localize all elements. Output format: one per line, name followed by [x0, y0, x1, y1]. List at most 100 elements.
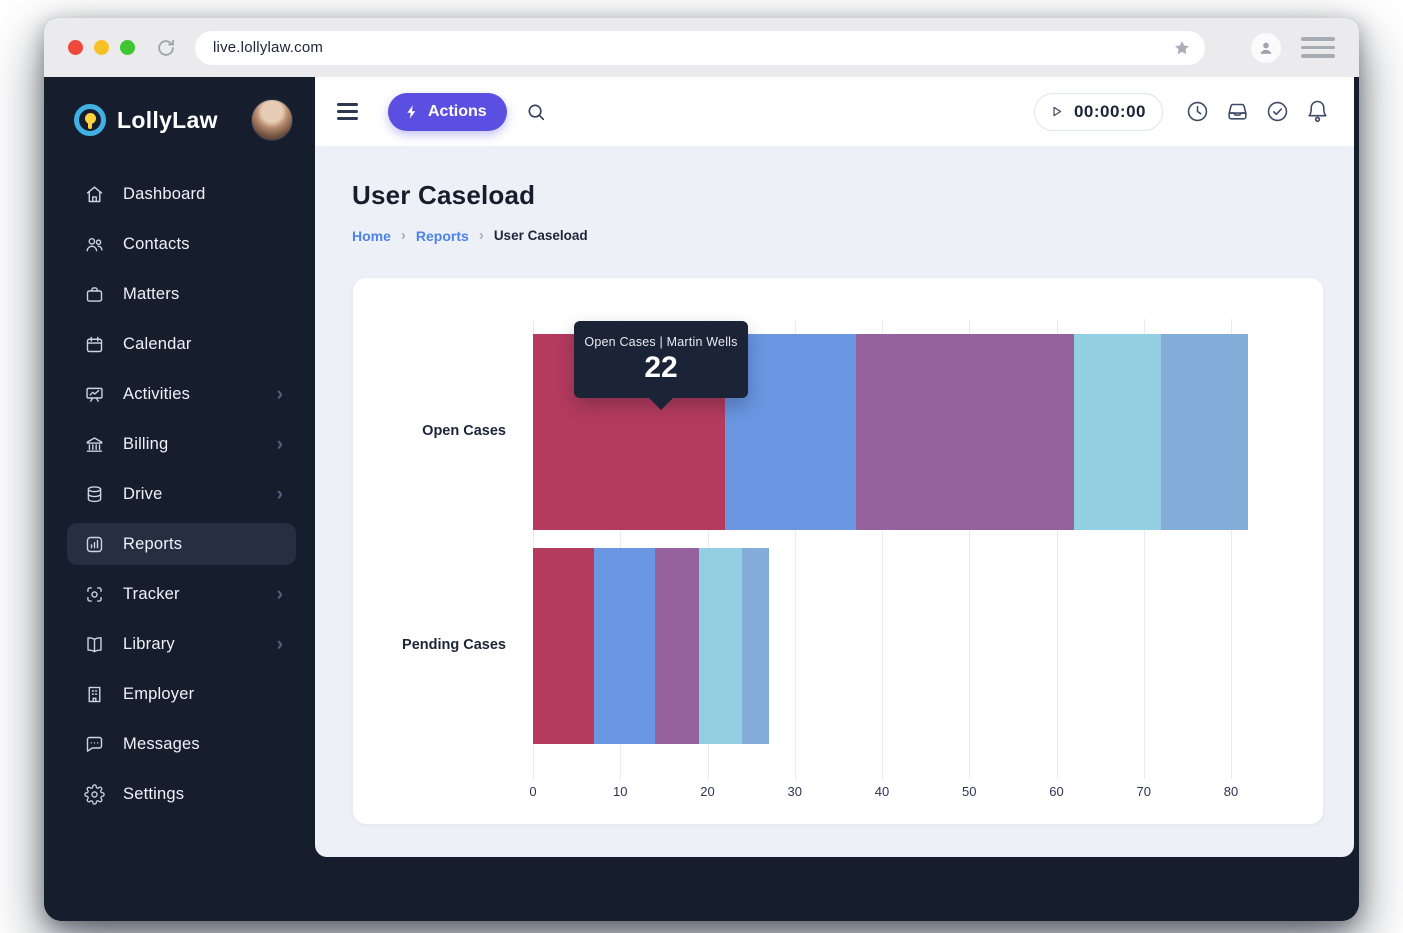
tooltip-title: Open Cases | Martin Wells: [584, 335, 738, 349]
bar-segment[interactable]: [698, 548, 743, 744]
user-avatar[interactable]: [251, 99, 293, 141]
app-shell: LollyLaw Dashboard Contacts Matters: [44, 77, 1359, 921]
main-area: Actions 00:00:00: [315, 77, 1354, 921]
chevron-right-icon: ›: [276, 483, 283, 505]
sidebar-item-reports[interactable]: Reports: [67, 523, 296, 565]
bar-segment[interactable]: [742, 548, 769, 744]
topbar-icons: [1185, 99, 1330, 124]
brand-name: LollyLaw: [117, 106, 218, 133]
chevron-right-icon: ›: [276, 583, 283, 605]
timer-widget[interactable]: 00:00:00: [1033, 92, 1163, 131]
activities-icon: [84, 384, 105, 405]
browser-profile-icon[interactable]: [1251, 32, 1281, 63]
contacts-icon: [84, 234, 105, 255]
gridline: [794, 319, 796, 779]
x-axis-tick-label: 70: [1136, 784, 1151, 799]
actions-button[interactable]: Actions: [388, 92, 507, 131]
chart-card: 0 10 20 30 40 50 60 70 80 Open Cases Pending Cases…: [352, 277, 1324, 825]
chart-plot: 0 10 20 30 40 50 60 70 80 Open Cases Pending Cases: [353, 278, 1323, 824]
x-axis-tick-label: 60: [1049, 784, 1064, 799]
breadcrumb-home-link[interactable]: Home: [352, 227, 391, 244]
x-axis-tick-label: 10: [613, 784, 628, 799]
sidebar-item-employer[interactable]: Employer: [67, 673, 296, 715]
category-label: Open Cases: [422, 423, 506, 439]
bar-segment[interactable]: [533, 548, 595, 744]
chevron-right-icon: ›: [276, 433, 283, 455]
bar-segment[interactable]: [1161, 334, 1249, 530]
bookmark-star-icon[interactable]: [1173, 39, 1191, 57]
sidebar-item-tracker[interactable]: Tracker ›: [67, 573, 296, 615]
home-icon: [84, 184, 105, 205]
timer-value: 00:00:00: [1073, 101, 1146, 121]
sidebar-item-matters[interactable]: Matters: [67, 273, 296, 315]
sidebar-item-settings[interactable]: Settings: [67, 773, 296, 815]
menu-toggle-icon[interactable]: [337, 103, 358, 120]
sidebar-item-messages[interactable]: Messages: [67, 723, 296, 765]
bar-segment[interactable]: [655, 548, 699, 744]
bank-icon: [84, 434, 105, 455]
sidebar-item-activities[interactable]: Activities ›: [67, 373, 296, 415]
browser-menu-icon[interactable]: [1301, 37, 1335, 58]
clock-icon[interactable]: [1185, 99, 1210, 124]
bar-row: [533, 548, 769, 744]
bar-segment[interactable]: [594, 548, 656, 744]
sidebar-item-library[interactable]: Library ›: [67, 623, 296, 665]
tracker-focus-icon: [84, 584, 105, 605]
breadcrumb: Home › Reports › User Caseload: [352, 227, 1354, 244]
maximize-window-button[interactable]: [120, 40, 135, 55]
bell-icon[interactable]: [1305, 99, 1330, 124]
database-icon: [84, 484, 105, 505]
search-icon[interactable]: [525, 101, 547, 123]
x-axis-tick-label: 50: [962, 784, 977, 799]
bar-row: [533, 334, 1249, 530]
close-window-button[interactable]: [68, 40, 83, 55]
calendar-icon: [84, 334, 105, 355]
page-title: User Caseload: [352, 180, 536, 210]
gridline: [969, 319, 971, 779]
chevron-right-icon: ›: [400, 227, 406, 244]
breadcrumb-reports-link[interactable]: Reports: [415, 227, 469, 244]
gridline: [1056, 319, 1058, 779]
bar-chart-icon: [84, 534, 105, 555]
address-bar[interactable]: live.lollylaw.com: [195, 30, 1205, 65]
x-axis-tick-label: 80: [1223, 784, 1239, 799]
building-icon: [84, 684, 105, 705]
page-content: User Caseload Home › Reports › User Case…: [315, 146, 1354, 857]
topbar: Actions 00:00:00: [315, 77, 1354, 146]
bar-segment[interactable]: [855, 334, 1074, 530]
sidebar-item-contacts[interactable]: Contacts: [67, 223, 296, 265]
breadcrumb-current: User Caseload: [493, 228, 588, 243]
tooltip-value: 22: [644, 351, 678, 384]
sidebar-item-calendar[interactable]: Calendar: [67, 323, 296, 365]
chat-bubble-icon: [84, 734, 105, 755]
x-axis-tick-label: 0: [529, 784, 537, 799]
chevron-right-icon: ›: [276, 383, 283, 405]
sidebar-header: LollyLaw: [44, 99, 315, 141]
reload-icon[interactable]: [155, 37, 177, 59]
x-axis-tick-label: 30: [787, 784, 802, 799]
traffic-lights: [68, 40, 135, 55]
inbox-icon[interactable]: [1225, 99, 1250, 124]
gear-icon: [84, 783, 105, 805]
book-icon: [84, 634, 105, 655]
chevron-right-icon: ›: [276, 633, 283, 655]
sidebar-item-drive[interactable]: Drive ›: [67, 473, 296, 515]
sidebar-item-billing[interactable]: Billing ›: [67, 423, 296, 465]
sidebar-item-dashboard[interactable]: Dashboard: [67, 173, 296, 215]
bar-segment[interactable]: [1073, 334, 1162, 530]
gridline: [1231, 319, 1232, 779]
lightning-bolt-icon: [404, 104, 420, 120]
briefcase-icon: [84, 284, 105, 305]
category-label: Pending Cases: [402, 637, 506, 653]
x-axis-tick-label: 40: [874, 784, 890, 799]
chevron-right-icon: ›: [478, 227, 484, 244]
chart-tooltip: Open Cases | Martin Wells 22: [574, 321, 748, 398]
sidebar-nav: Dashboard Contacts Matters Calendar Acti: [44, 173, 315, 819]
minimize-window-button[interactable]: [94, 40, 109, 55]
gridline: [882, 319, 883, 779]
x-axis-tick-label: 20: [700, 784, 715, 799]
check-circle-icon[interactable]: [1265, 99, 1290, 124]
play-icon[interactable]: [1048, 103, 1065, 120]
gridline: [1143, 319, 1145, 779]
sidebar: LollyLaw Dashboard Contacts Matters: [44, 77, 315, 921]
